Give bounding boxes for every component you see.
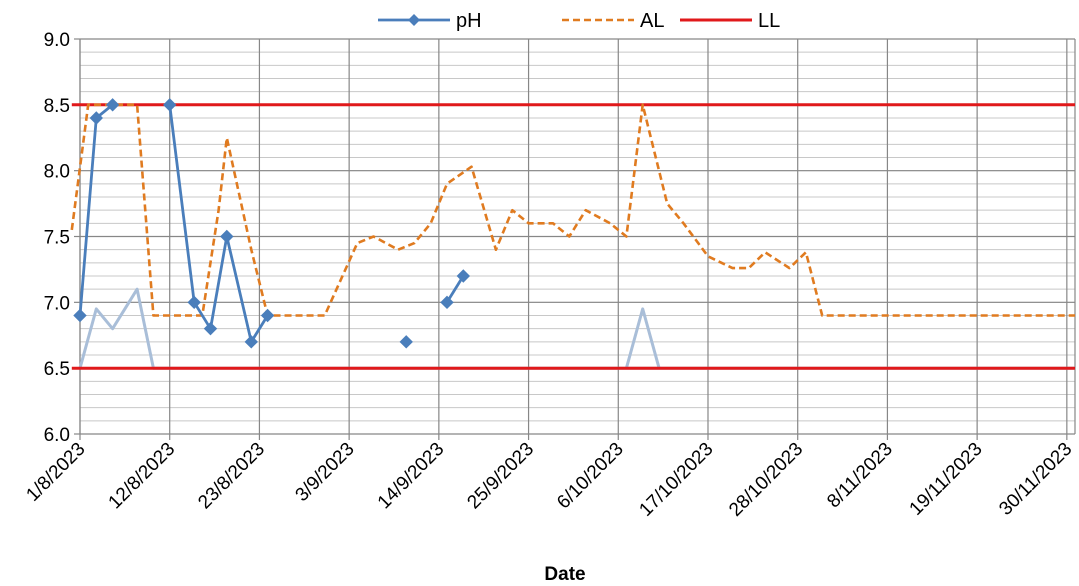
legend-marker-ph [408,14,420,26]
legend-label-ll: LL [758,10,780,32]
x-tick-label: 23/8/2023 [194,439,269,514]
reference-series-line [624,307,661,369]
x-tick-label: 14/9/2023 [374,439,449,514]
ph-data-point-marker [163,98,177,112]
ph-data-point-marker [260,308,275,323]
y-tick-label: 7.5 [44,228,70,249]
x-tick-label: 25/9/2023 [463,439,538,514]
x-tick-label: 19/11/2023 [906,439,987,520]
x-tick-label: 12/8/2023 [105,439,180,514]
legend-label-al: AL [640,10,664,32]
x-tick-label: 6/10/2023 [553,439,628,514]
x-tick-label: 17/10/2023 [635,439,717,521]
ph-data-point-marker [399,335,413,349]
ph-data-point-marker [187,295,201,310]
y-axis-ticks: 6.0 6.5 7.0 7.5 8.0 8.5 9.0 [44,30,70,446]
ph-data-point-marker [456,269,471,283]
x-tick-label: 1/8/2023 [22,439,89,506]
ph-data-point-marker [440,295,454,310]
x-tick-label: 3/9/2023 [292,439,359,506]
series-layer [70,98,1075,370]
al-series-line [70,103,1075,317]
x-axis-title: Date [544,564,585,585]
y-tick-label: 8.5 [44,96,70,117]
ph-data-point-marker [220,229,234,244]
ph-data-point-marker [73,308,87,323]
ph-series-line [168,104,269,344]
y-tick-label: 7.0 [44,293,70,314]
y-tick-label: 9.0 [44,30,70,51]
legend-label-ph: pH [456,10,482,32]
legend: pH AL LL [378,10,780,32]
y-tick-label: 8.0 [44,162,70,183]
ph-series-line [445,275,465,304]
ph-data-point-marker [89,111,104,125]
x-tick-label: 8/11/2023 [823,439,897,513]
ph-data-point-marker [105,98,120,112]
ph-data-point-marker [244,335,258,349]
y-tick-label: 6.0 [44,425,70,446]
x-tick-label: 28/10/2023 [725,439,807,521]
x-axis-ticks: 1/8/2023 12/8/2023 23/8/2023 3/9/2023 14/9/2… [22,439,1076,521]
x-tick-label: 30/11/2023 [995,439,1076,520]
y-tick-label: 6.5 [44,359,70,380]
ph-data-point-marker [203,321,218,336]
